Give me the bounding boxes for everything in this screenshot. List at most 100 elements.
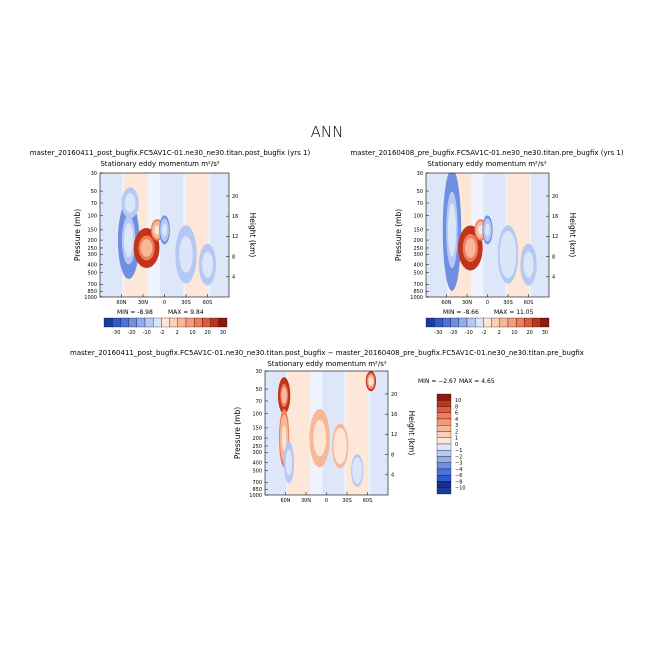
colorbar-swatch: [436, 462, 452, 470]
y-tick-label: 30: [417, 171, 423, 177]
height-tick-label: 8: [552, 254, 555, 260]
colorbar-swatch: [483, 317, 492, 328]
panel-diff-subtitle: Stationary eddy momentum m²/s²: [267, 360, 387, 368]
colorbar-swatch: [458, 317, 468, 328]
colorbar-swatch: [153, 317, 162, 328]
colorbar-swatch: [436, 412, 452, 420]
colorbar-label: 2: [498, 330, 501, 336]
colorbar-swatch: [202, 317, 211, 328]
y-tick-label: 700: [252, 480, 262, 486]
x-tick-label: 30S: [181, 300, 191, 306]
colorbar-swatch: [425, 317, 435, 328]
panel-2-ylabel-right: Height (km): [568, 213, 577, 258]
panel-1-subtitle: Stationary eddy momentum m²/s²: [100, 160, 220, 168]
colorbar-label: 30: [542, 330, 548, 336]
contour-fill: [354, 463, 360, 478]
contour-fill: [368, 376, 374, 386]
page-title: ANN: [311, 123, 344, 141]
colorbar-label: 3: [455, 423, 458, 429]
panel-2-x-ticks: 60N 30N 0 30S 60S: [441, 294, 533, 306]
height-tick-label: 12: [232, 234, 238, 240]
height-tick-label: 12: [391, 432, 397, 438]
colorbar-swatch: [161, 317, 170, 328]
x-tick-label: 60N: [116, 300, 126, 306]
contour-fill: [447, 203, 457, 257]
colorbar-swatch: [436, 425, 452, 432]
colorbar-label: 4: [455, 417, 458, 423]
colorbar-label: 20: [204, 330, 210, 336]
y-tick-label: 850: [87, 289, 97, 295]
colorbar-label: 8: [455, 404, 458, 410]
y-tick-label: 300: [252, 450, 262, 456]
panel-1-x-ticks: 60N 30N 0 30S 60S: [116, 294, 212, 306]
colorbar-label: 2: [176, 330, 179, 336]
colorbar-swatch: [136, 317, 146, 328]
colorbar-swatch: [436, 400, 452, 407]
colorbar-label: 10: [455, 398, 461, 404]
contour-fill: [315, 425, 325, 451]
contour-fill: [126, 196, 134, 210]
y-tick-label: 150: [87, 228, 97, 234]
y-tick-label: 70: [256, 399, 262, 405]
y-tick-label: 30: [91, 171, 97, 177]
y-tick-label: 250: [87, 246, 97, 252]
panel-diff-height-ticks: 20 16 12 8 4: [385, 392, 397, 479]
y-tick-label: 150: [413, 228, 423, 234]
y-tick-label: 200: [87, 238, 97, 244]
panel-diff-min: MIN = −2.67: [418, 378, 457, 385]
x-tick-label: 60S: [524, 300, 534, 306]
contour-fill: [477, 225, 484, 235]
y-tick-label: 50: [91, 189, 97, 195]
contour-fill: [181, 241, 191, 268]
panel-diff-field: [265, 371, 388, 495]
colorbar-label: 10: [189, 330, 195, 336]
colorbar-label: -10: [143, 330, 151, 336]
panel-2-min: MIN = -8.66: [443, 309, 479, 316]
colorbar-label: -20: [127, 330, 135, 336]
y-tick-label: 70: [417, 201, 423, 207]
colorbar-label: 0: [455, 442, 458, 448]
x-tick-label: 30N: [301, 498, 311, 504]
y-tick-label: 1000: [84, 295, 97, 301]
colorbar-swatch: [532, 317, 541, 328]
colorbar-swatch: [436, 393, 452, 401]
panel-2-field: [426, 173, 549, 297]
colorbar-swatch: [436, 418, 452, 426]
y-tick-label: 70: [91, 201, 97, 207]
y-tick-label: 700: [413, 282, 423, 288]
x-tick-label: 30S: [503, 300, 513, 306]
x-tick-label: 30S: [342, 498, 352, 504]
colorbar-swatch: [466, 317, 476, 328]
colorbar-label: −2: [455, 454, 462, 460]
colorbar-swatch: [103, 317, 113, 328]
x-tick-label: 0: [325, 498, 328, 504]
contour-fill: [140, 239, 153, 257]
panel-diff-max: MAX = 4.65: [459, 378, 495, 385]
panel-1-height-ticks: 20 16 12 8 4: [226, 194, 238, 281]
colorbar-swatch: [436, 443, 452, 451]
field-band: [100, 173, 123, 297]
panel-1-max: MAX = 9.84: [168, 309, 204, 316]
colorbar-swatch: [128, 317, 137, 328]
colorbar-label: 2: [455, 429, 458, 435]
y-tick-label: 100: [87, 213, 97, 219]
panel-2: master_20160408_pre_bugfix.FC5AV1C-01.ne…: [350, 149, 623, 336]
y-tick-label: 100: [252, 411, 262, 417]
contour-fill: [336, 436, 344, 456]
colorbar-swatch: [112, 317, 121, 328]
colorbar-label: -2: [481, 330, 486, 336]
colorbar-label: −8: [455, 479, 462, 485]
colorbar-swatch: [185, 317, 195, 328]
colorbar-swatch: [436, 481, 452, 488]
y-tick-label: 500: [252, 468, 262, 474]
height-tick-label: 20: [552, 194, 558, 200]
colorbar-swatch: [120, 317, 129, 328]
colorbar-swatch: [436, 456, 452, 463]
colorbar-label: -30: [112, 330, 120, 336]
y-tick-label: 50: [417, 189, 423, 195]
